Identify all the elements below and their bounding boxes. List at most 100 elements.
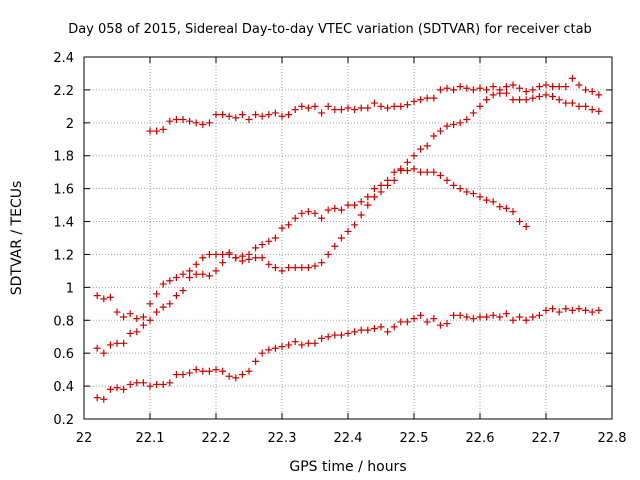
data-point — [456, 311, 464, 319]
data-point — [357, 211, 365, 219]
data-point — [562, 99, 570, 107]
data-point — [304, 208, 312, 216]
data-point — [529, 94, 537, 102]
data-point — [364, 326, 372, 334]
data-point — [252, 244, 260, 252]
data-point — [496, 89, 504, 97]
data-point — [146, 382, 154, 390]
data-point — [225, 112, 233, 120]
data-point — [351, 201, 359, 209]
data-point — [575, 305, 583, 313]
data-point — [357, 326, 365, 334]
data-point — [516, 84, 524, 92]
data-point — [172, 371, 180, 379]
series-3 — [93, 165, 530, 323]
data-point — [568, 99, 576, 107]
data-point — [423, 168, 431, 176]
data-point — [166, 379, 174, 387]
data-point — [113, 339, 121, 347]
data-point — [113, 384, 121, 392]
data-point — [410, 315, 418, 323]
data-point — [285, 221, 293, 229]
data-point — [93, 292, 101, 300]
data-point — [489, 311, 497, 319]
data-point — [265, 260, 273, 268]
data-point — [397, 102, 405, 110]
data-point — [370, 193, 378, 201]
x-axis-label: GPS time / hours — [289, 459, 406, 475]
data-point — [159, 303, 167, 311]
data-point — [522, 96, 530, 104]
data-point — [562, 305, 570, 313]
data-point — [549, 83, 557, 91]
data-point — [483, 96, 491, 104]
data-point — [291, 106, 299, 114]
series-1 — [146, 74, 603, 135]
y-tick-label: 2.4 — [53, 51, 74, 66]
data-point — [410, 165, 418, 173]
data-point — [159, 380, 167, 388]
data-point — [93, 394, 101, 402]
data-point — [469, 315, 477, 323]
data-point — [390, 323, 398, 331]
data-point — [423, 142, 431, 150]
data-point — [377, 323, 385, 331]
data-point — [390, 176, 398, 184]
data-point — [463, 116, 471, 124]
data-point — [199, 270, 207, 278]
data-point — [311, 339, 319, 347]
data-point — [463, 313, 471, 321]
data-point — [423, 318, 431, 326]
data-point — [225, 372, 233, 380]
data-point — [476, 84, 484, 92]
data-point — [436, 86, 444, 94]
data-point — [238, 111, 246, 119]
data-point — [265, 111, 273, 119]
data-point — [199, 120, 207, 128]
data-point — [139, 313, 147, 321]
data-point — [285, 341, 293, 349]
data-point — [146, 316, 154, 324]
data-point — [568, 306, 576, 314]
data-point — [311, 209, 319, 217]
data-point — [265, 346, 273, 354]
data-point — [252, 111, 260, 119]
x-tick-label: 22.7 — [532, 431, 561, 446]
data-point — [219, 250, 227, 258]
data-point — [344, 227, 352, 235]
data-point — [410, 97, 418, 105]
data-point — [153, 380, 161, 388]
y-tick-label: 2.2 — [53, 84, 74, 99]
y-tick-label: 0.4 — [53, 380, 74, 395]
data-point — [120, 313, 128, 321]
data-point — [436, 321, 444, 329]
data-point — [535, 311, 543, 319]
data-point — [496, 313, 504, 321]
data-point — [516, 218, 524, 226]
data-point — [568, 74, 576, 82]
data-point — [430, 94, 438, 102]
data-point — [271, 234, 279, 242]
data-point — [337, 206, 345, 214]
data-point — [146, 300, 154, 308]
data-point — [357, 198, 365, 206]
data-point — [278, 343, 286, 351]
data-point — [324, 250, 332, 258]
data-point — [205, 367, 213, 375]
data-point — [166, 117, 174, 125]
data-point — [139, 321, 147, 329]
data-point — [186, 267, 194, 275]
data-point — [153, 290, 161, 298]
data-point — [509, 316, 517, 324]
data-point — [331, 204, 339, 212]
data-point — [410, 152, 418, 160]
data-point — [351, 221, 359, 229]
data-point — [456, 185, 464, 193]
data-point — [337, 106, 345, 114]
data-point — [483, 196, 491, 204]
data-point — [595, 306, 603, 314]
data-point — [146, 127, 154, 135]
data-point — [450, 120, 458, 128]
data-point — [212, 250, 220, 258]
data-point — [483, 86, 491, 94]
